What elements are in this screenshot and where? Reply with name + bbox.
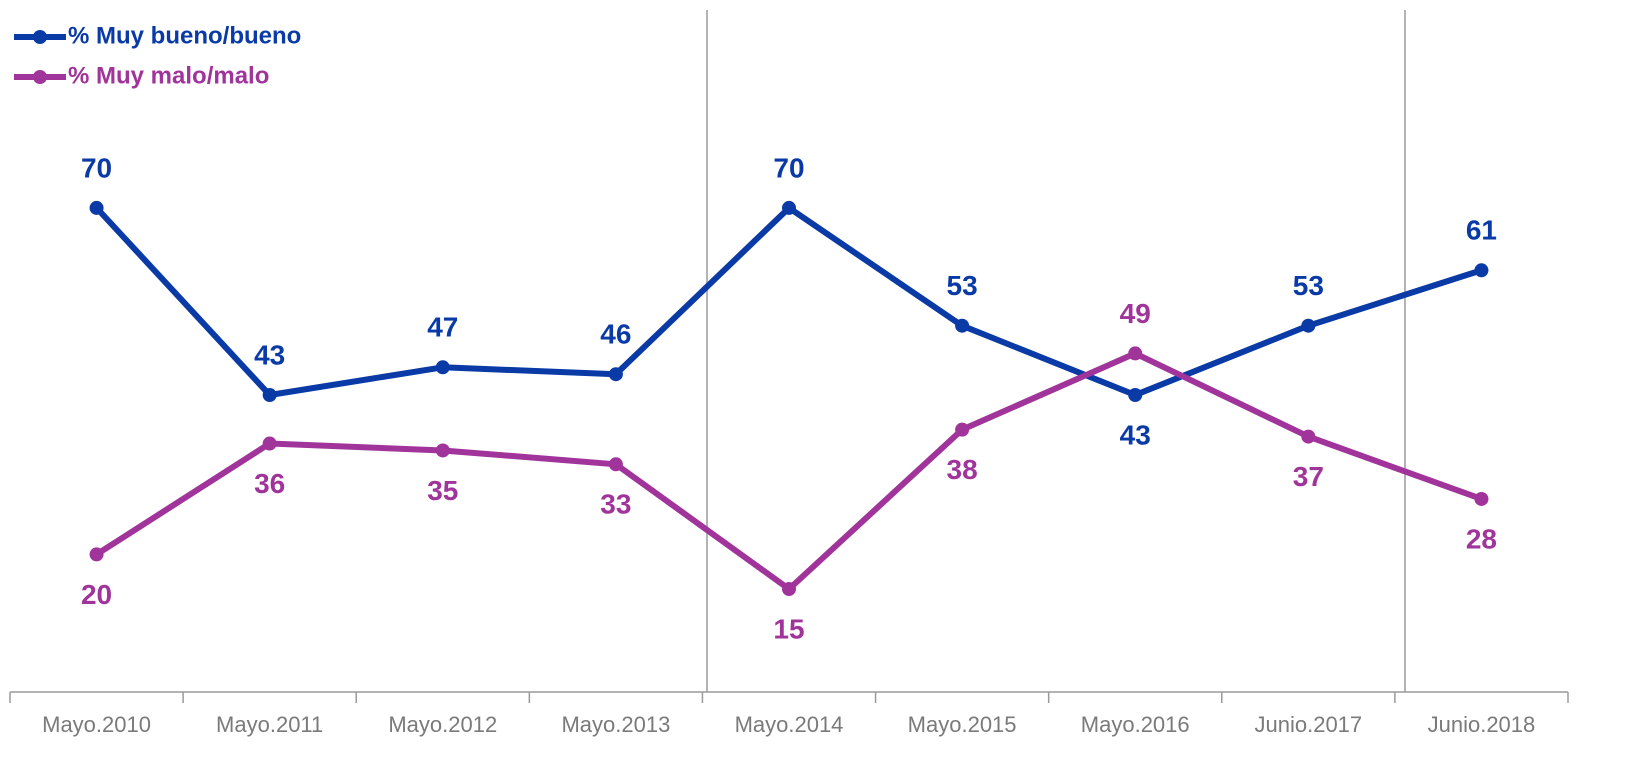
data-label: 49	[1120, 298, 1151, 329]
point	[608, 457, 623, 472]
data-label: 36	[254, 468, 285, 499]
point	[1474, 491, 1489, 506]
point	[782, 200, 796, 215]
legend-marker	[33, 30, 47, 44]
point	[1128, 346, 1143, 361]
data-label: 15	[773, 613, 804, 644]
point	[262, 388, 277, 403]
point	[1301, 318, 1316, 333]
point	[1128, 388, 1143, 403]
x-tick-label: Mayo.2013	[561, 712, 670, 737]
x-tick-label: Mayo.2012	[388, 712, 497, 737]
data-label: 20	[81, 579, 112, 610]
data-label: 53	[947, 270, 978, 301]
point	[1474, 263, 1489, 278]
x-tick-label: Mayo.2016	[1081, 712, 1190, 737]
x-tick-label: Junio.2018	[1428, 712, 1536, 737]
x-tick-label: Junio.2017	[1255, 712, 1363, 737]
data-label: 46	[600, 319, 631, 350]
series-line	[94, 204, 1483, 399]
point	[435, 443, 450, 458]
legend-label: % Muy bueno/bueno	[68, 22, 301, 49]
legend-label: % Muy malo/malo	[68, 62, 269, 89]
point	[435, 360, 450, 375]
data-label: 70	[81, 152, 112, 183]
point	[262, 436, 277, 451]
data-label: 35	[427, 475, 458, 506]
data-label: 53	[1293, 270, 1324, 301]
point	[782, 582, 796, 597]
data-label: 28	[1466, 523, 1497, 554]
data-label: 61	[1466, 215, 1497, 246]
point	[955, 422, 970, 437]
data-label: 33	[600, 489, 631, 520]
x-tick-label: Mayo.2011	[216, 712, 323, 737]
x-tick-label: Mayo.2015	[908, 712, 1017, 737]
point	[608, 367, 623, 382]
point	[89, 200, 104, 215]
data-label: 43	[254, 339, 285, 370]
point	[1301, 429, 1316, 444]
data-label: 47	[427, 312, 458, 343]
data-label: 70	[773, 152, 804, 183]
data-label: 43	[1120, 419, 1151, 450]
point	[955, 318, 970, 333]
x-tick-label: Mayo.2010	[42, 712, 151, 737]
point	[89, 547, 104, 562]
x-tick-label: Mayo.2014	[735, 712, 844, 737]
legend-marker	[33, 70, 47, 84]
data-label: 38	[947, 454, 978, 485]
data-label: 37	[1293, 461, 1324, 492]
